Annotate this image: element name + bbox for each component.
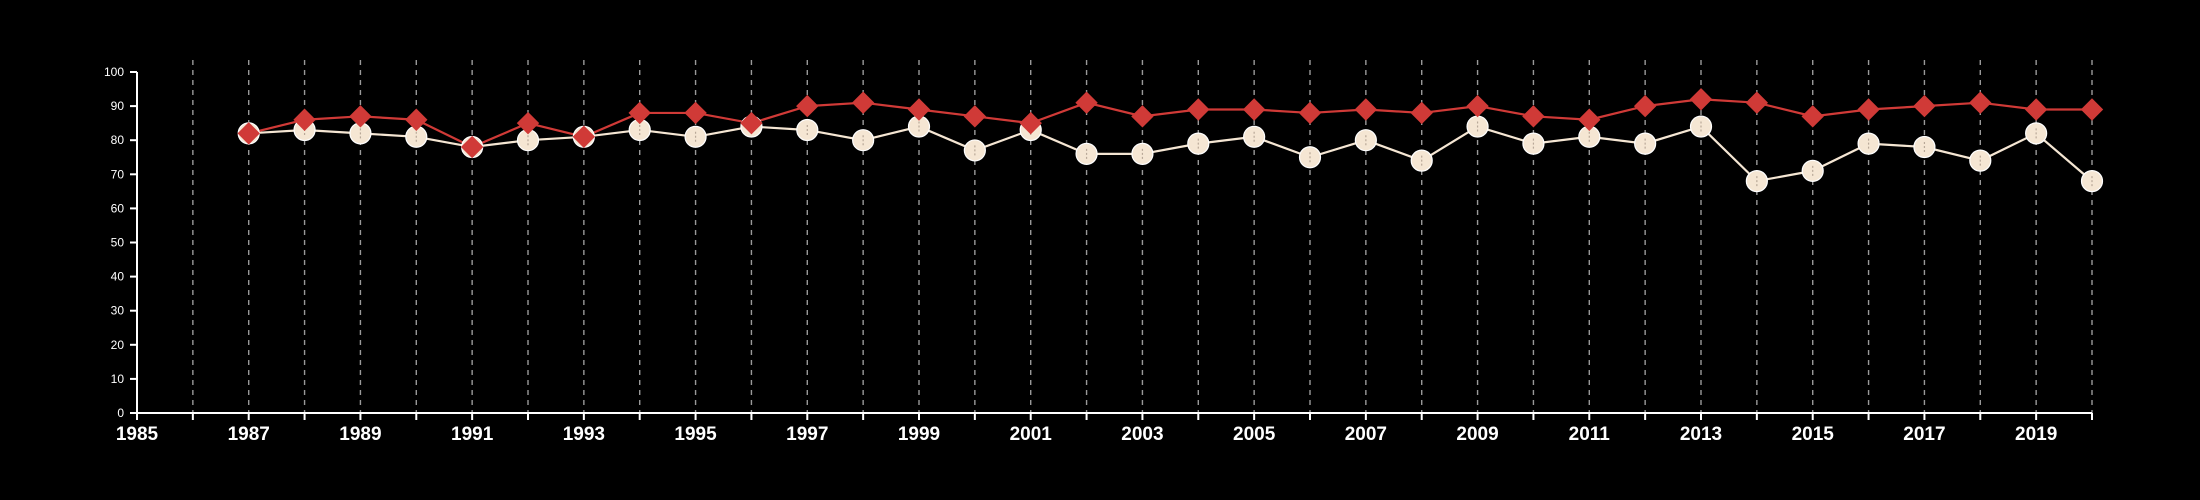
y-tick-label-90: 90 [111,99,125,113]
y-tick-label-100: 100 [104,65,124,79]
axes: 1985 1987 1989 1991 1993 1995 1997 1999 2001 2003… [104,65,2093,445]
point-s1-2010 [1522,132,1545,155]
point-s2-2012 [1633,94,1657,118]
point-s2-1991 [460,135,484,159]
series-line-1 [248,125,2093,183]
point-s1-2006 [1298,146,1322,169]
point-s2-1987 [237,122,260,145]
point-s1-2020 [2080,170,2104,193]
point-s1-2013 [1689,115,1713,138]
x-tick-label-1991: 1991 [451,424,494,445]
point-s1-2018 [1969,149,1992,172]
point-s1-2002 [1075,142,1098,165]
point-s2-2017 [1913,94,1936,118]
point-s2-1992 [516,111,540,135]
series-lines [248,98,2093,183]
point-s2-2002 [1075,91,1098,114]
point-s1-2007 [1354,129,1377,152]
point-s2-2016 [1857,98,1880,121]
point-s2-2013 [1689,88,1713,111]
y-tick-label-60: 60 [111,201,125,215]
x-tick-label-2009: 2009 [1456,424,1498,445]
point-s2-1999 [907,98,931,121]
x-tick-label-1995: 1995 [674,424,717,445]
x-tick-label-1999: 1999 [898,424,940,445]
x-tick-label-1993: 1993 [563,424,605,445]
point-s1-2011 [1578,125,1601,148]
x-tick-label-2011: 2011 [1569,424,1611,445]
point-s2-2009 [1466,94,1489,118]
point-s1-2003 [1131,142,1154,165]
point-s2-2006 [1298,101,1322,125]
data-markers [237,88,2104,193]
point-s2-2000 [963,105,987,128]
point-s1-1998 [852,129,875,152]
point-s1-2005 [1243,125,1266,148]
point-s2-2014 [1745,91,1769,114]
point-s1-1997 [796,118,819,142]
y-tick-label-10: 10 [111,372,125,386]
y-tick-label-50: 50 [111,236,125,250]
point-s2-2004 [1187,98,1210,121]
x-tick-label-2003: 2003 [1121,424,1163,445]
x-tick-label-2019: 2019 [2015,424,2057,445]
y-tick-label-80: 80 [111,133,125,147]
point-s2-2019 [2024,98,2048,121]
x-tick-label-2007: 2007 [1345,424,1387,445]
x-tick-label-2001: 2001 [1010,424,1053,445]
y-tick-label-70: 70 [111,167,125,181]
point-s2-1997 [796,94,819,118]
x-tick-label-2013: 2013 [1680,424,1722,445]
y-tick-label-0: 0 [117,406,124,420]
point-s1-2009 [1466,115,1489,138]
x-tick-label-1987: 1987 [228,424,270,445]
x-tick-label-1989: 1989 [339,424,381,445]
point-s1-2017 [1913,135,1936,159]
point-s1-2014 [1745,170,1768,193]
y-tick-label-30: 30 [111,304,125,318]
point-s2-2001 [1019,111,1042,135]
point-s1-2019 [2025,122,2048,145]
x-tick-label-2005: 2005 [1233,424,1276,445]
point-s2-2008 [1410,101,1433,125]
point-s1-2016 [1857,132,1880,155]
series-line-2 [248,98,2092,149]
y-tick-label-40: 40 [111,270,125,284]
point-s2-1988 [293,108,316,131]
point-s2-2010 [1522,105,1545,128]
point-s2-1998 [851,91,875,114]
point-s2-2011 [1578,108,1601,131]
point-s2-1995 [684,101,707,125]
point-s2-2005 [1242,98,1266,121]
point-s2-1993 [572,125,596,148]
point-s2-2003 [1131,105,1154,128]
x-tick-label-2015: 2015 [1792,424,1835,445]
point-s2-1989 [349,105,372,128]
point-s1-2015 [1801,159,1824,182]
point-s2-2015 [1801,105,1824,128]
x-tick-label-1985: 1985 [116,424,159,445]
x-tick-label-1997: 1997 [786,424,828,445]
point-s2-2018 [1969,91,1992,114]
point-s2-2007 [1354,98,1378,121]
point-s1-2008 [1410,149,1433,172]
point-s2-1996 [740,111,763,135]
point-s1-2004 [1187,132,1210,155]
point-s1-2000 [963,139,986,162]
grid-lines [192,60,2093,413]
point-s2-1994 [628,101,651,125]
point-s2-2020 [2080,98,2104,121]
point-s1-2012 [1634,132,1657,155]
point-s1-1995 [684,125,707,148]
y-tick-label-20: 20 [111,338,125,352]
point-s2-1990 [405,108,428,131]
x-tick-label-2017: 2017 [1903,424,1945,445]
